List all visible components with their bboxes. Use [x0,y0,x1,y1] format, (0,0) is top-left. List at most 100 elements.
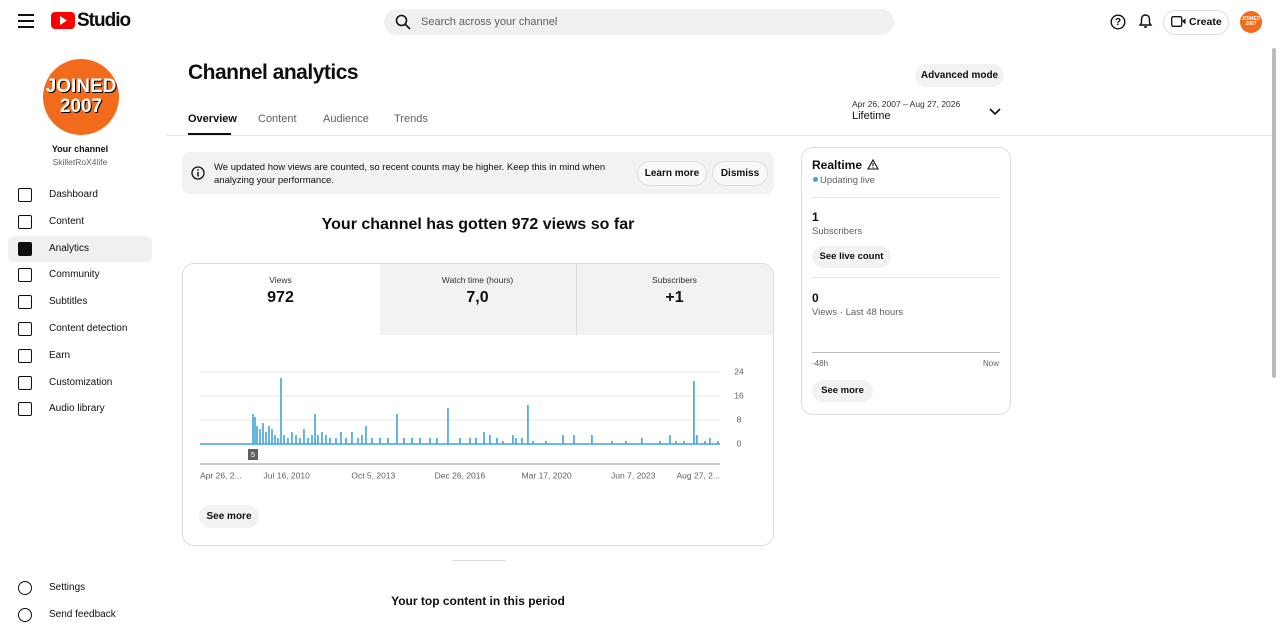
bar [311,435,313,444]
bar [489,435,491,444]
nav-item[interactable]: Settings [49,582,86,593]
nav-item[interactable]: Audio library [49,403,105,415]
nav-item[interactable]: Community [49,269,100,281]
notifications-icon[interactable] [1138,13,1153,30]
bar [329,438,331,444]
metric-label[interactable]: Views [269,275,292,285]
realtime-see-more-button[interactable]: See more [812,380,873,402]
bar [321,432,323,444]
metric-divider [576,264,577,335]
divider [812,277,1000,278]
nav-item[interactable]: Earn [49,349,71,361]
channel-name: SkilletRoX4life [52,157,108,167]
search-box[interactable] [384,9,894,35]
metric-value[interactable]: 7,0 [466,289,489,306]
views-chart: 0 8 16 24 Apr 26, 2... Jul 16, 2010 Oct 5, 201… [200,366,744,480]
headline: Your channel has gotten 972 views so far [321,216,635,233]
nav-icon [18,268,32,283]
nav-icon [18,214,32,229]
logo-icon[interactable] [51,12,75,29]
bar [459,438,461,444]
nav-item[interactable]: Dashboard [49,189,98,200]
dismiss-button[interactable]: Dismiss [712,161,768,186]
x-tick-label: Aug 27, 2... [677,470,720,480]
scrollbar[interactable] [1272,48,1276,378]
bar [256,426,258,444]
period-dropdown-icon[interactable] [989,108,1001,116]
bar [325,435,327,444]
logo-text[interactable]: Studio [77,10,131,31]
metric-label[interactable]: Watch time (hours) [441,275,514,285]
create-button[interactable] [1163,10,1229,35]
bar [675,441,677,444]
bar [419,438,421,444]
metric-value[interactable]: 972 [267,289,294,306]
nav-item[interactable]: Send feedback [49,608,116,620]
bar [371,438,373,444]
see-live-count-button[interactable]: See live count [812,246,891,268]
bar [303,429,305,444]
divider [452,560,506,561]
realtime-axis [812,352,1000,353]
views-label: Views · Last 48 hours [812,307,904,318]
tab[interactable]: Overview [188,113,237,125]
bar [447,408,449,444]
nav-item[interactable]: Content [49,215,85,227]
x-tick-label: Apr 26, 2... [200,470,242,480]
nav-icon [18,375,32,390]
nav-icon [18,322,32,336]
metric-value[interactable]: +1 [665,289,684,306]
see-more-button[interactable]: See more [199,505,259,528]
nav-icon [18,402,32,417]
bar [340,432,342,444]
bar [496,438,498,444]
metric-label[interactable]: Subscribers [652,275,697,285]
tab[interactable]: Content [258,113,297,125]
help-icon[interactable]: ? [1110,14,1126,30]
channel-avatar[interactable]: JOINED 2007 [43,59,119,135]
bar [307,438,309,444]
bar [611,441,613,444]
account-avatar[interactable]: JOINED 2007 [1240,11,1262,33]
svg-text:?: ? [1115,17,1121,28]
bar [573,435,575,444]
bar [483,432,485,444]
bar [625,441,627,444]
nav-item[interactable]: Content detection [49,323,128,334]
nav-item[interactable]: Customization [49,376,113,388]
avatar-text: JOINED [45,76,117,97]
bar [283,435,285,444]
bar [683,441,685,444]
tab[interactable]: Trends [394,113,428,125]
learn-more-button[interactable]: Learn more [637,161,707,186]
bar [317,435,319,444]
nav-item[interactable]: Subtitles [49,296,88,308]
advanced-mode-button[interactable]: Advanced mode [915,64,1004,87]
bar [436,438,438,444]
avatar-text: JOINED [1241,16,1261,22]
metrics-card [182,263,774,546]
realtime-axis-end: Now [983,359,1000,368]
notice-line: analyzing your performance. [214,175,334,186]
realtime-axis-start: -48h [812,359,829,368]
bar [512,435,514,444]
nav-icon [18,348,32,363]
bar [379,438,381,444]
bar [591,435,593,444]
search-placeholder: Search across your channel [421,16,558,28]
nav-item[interactable]: Analytics [49,242,90,254]
x-tick-label: Dec 26, 2016 [435,470,486,480]
tab-underline [188,133,231,135]
bar [277,438,279,444]
bar [475,438,477,444]
y-tick-label: 16 [734,390,744,400]
bar [262,423,264,444]
bar [469,438,471,444]
nav-icon [18,295,32,310]
info-icon [191,166,205,180]
divider [166,135,1272,136]
realtime-status: Updating live [820,175,875,186]
tab[interactable]: Audience [323,113,369,125]
avatar-text: 2007 [1245,21,1257,27]
menu-icon[interactable] [18,14,34,28]
